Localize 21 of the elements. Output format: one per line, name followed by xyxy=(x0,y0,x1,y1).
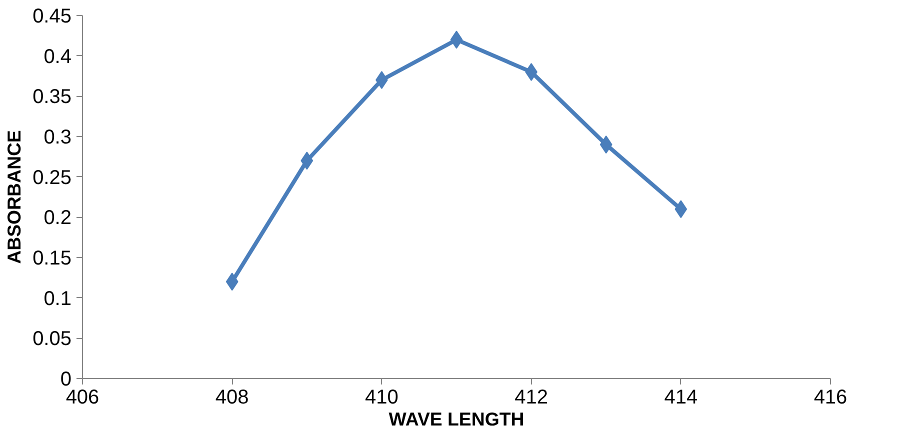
x-tick-label: 408 xyxy=(215,386,249,408)
y-tick-label: 0.15 xyxy=(32,248,72,270)
x-tick-label: 416 xyxy=(814,386,848,408)
point xyxy=(300,152,314,170)
x-tick-label: 412 xyxy=(514,386,548,408)
y-tick-label: 0.35 xyxy=(32,86,72,108)
y-tick-label: 0.05 xyxy=(32,328,72,350)
y-tick-label: 0.4 xyxy=(44,46,72,68)
y-tick-label: 0.45 xyxy=(32,6,72,28)
y-axis-title: ABSORBANCE xyxy=(4,130,25,264)
x-axis-title: WAVE LENGTH xyxy=(388,408,524,430)
y-tick-label: 0.3 xyxy=(44,126,72,148)
x-tick-label: 414 xyxy=(664,386,698,408)
x-tick-label: 410 xyxy=(365,386,398,408)
y-tick-label: 0.1 xyxy=(44,288,72,310)
y-tick-label: 0.2 xyxy=(44,207,72,230)
point xyxy=(226,272,238,291)
point xyxy=(450,30,463,49)
point xyxy=(600,136,612,154)
point xyxy=(674,200,688,218)
y-tick-label: 0.25 xyxy=(32,166,72,189)
